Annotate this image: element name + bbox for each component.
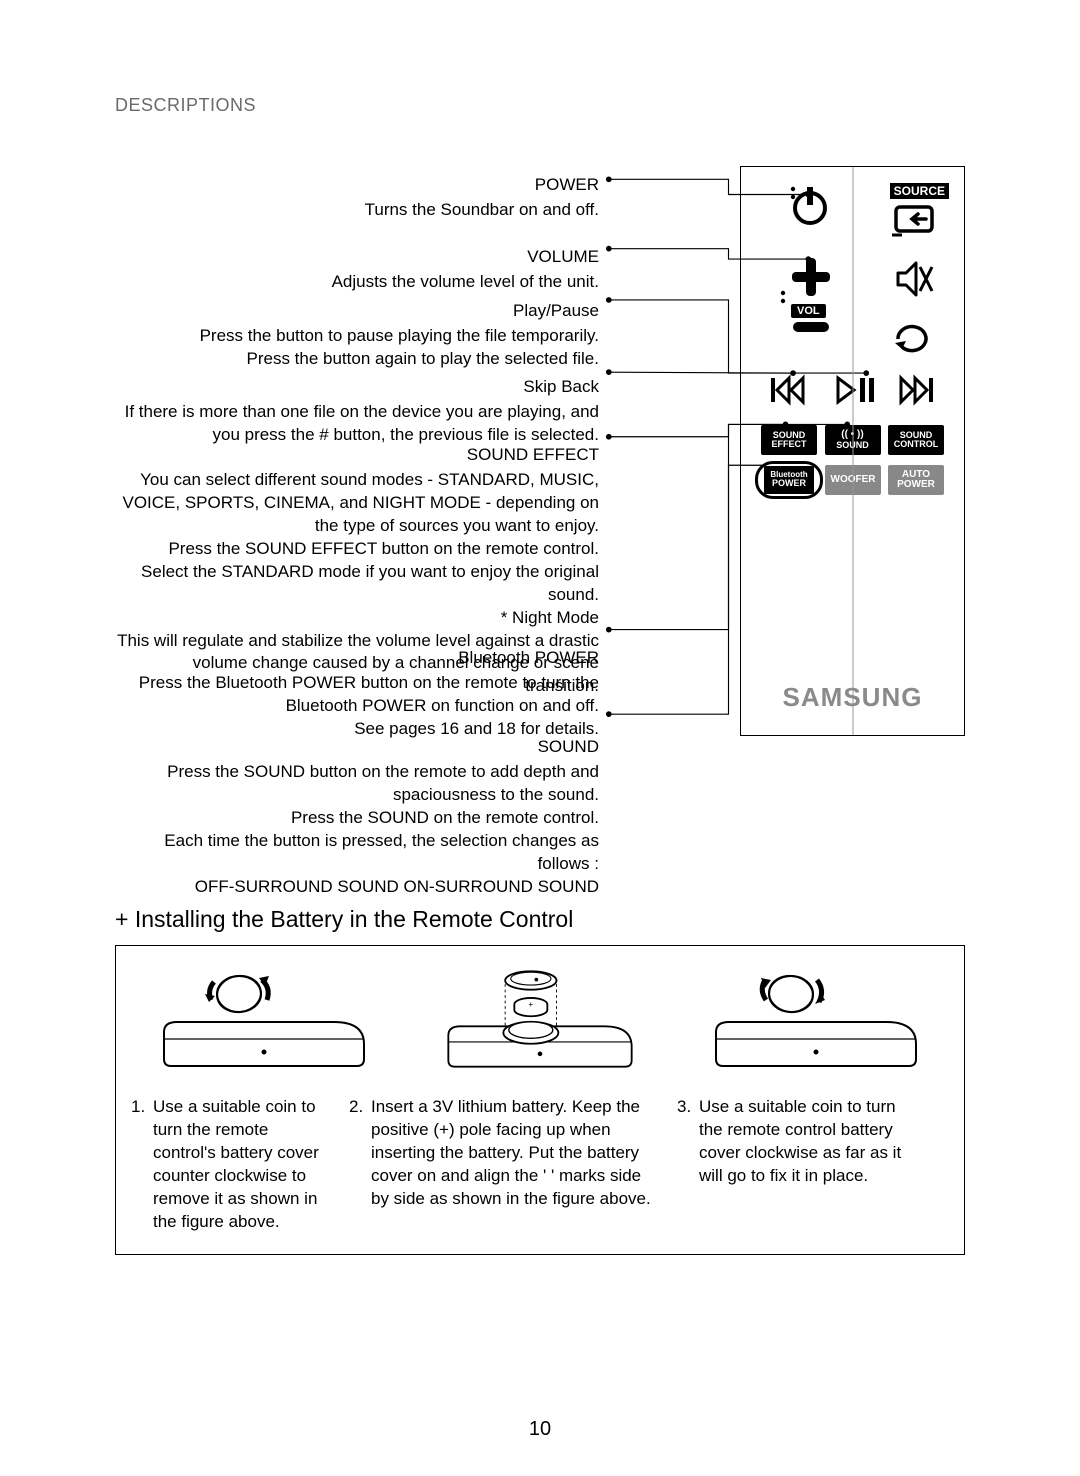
- install-caption-1: 1.Use a suitable coin to turn the remote…: [131, 1096, 331, 1234]
- install-captions-row: 1.Use a suitable coin to turn the remote…: [131, 1096, 949, 1234]
- install-images-row: +: [131, 964, 949, 1074]
- volume-plus-icon: [786, 252, 836, 302]
- svg-text:+: +: [528, 1000, 533, 1009]
- source-label: SOURCE: [890, 183, 949, 199]
- transport-icons: [741, 372, 964, 408]
- install-caption-3: 3.Use a suitable coin to turn the remote…: [677, 1096, 917, 1234]
- item-title: Skip Back: [115, 376, 599, 399]
- item-title: POWER: [365, 174, 599, 197]
- mute-icon: [892, 257, 936, 301]
- descriptions-area: POWER Turns the Soundbar on and off. VOL…: [115, 166, 965, 886]
- item-body: Press the SOUND button on the remote to …: [115, 761, 599, 899]
- item-title: SOUND EFFECT: [115, 444, 599, 467]
- bluetooth-power-btn: Bluetooth POWER: [764, 466, 814, 494]
- install-figure-1: [159, 964, 369, 1074]
- install-heading: + Installing the Battery in the Remote C…: [115, 906, 965, 933]
- item-body: Adjusts the volume level of the unit.: [332, 271, 599, 294]
- item-body: Press the Bluetooth POWER button on the …: [115, 672, 599, 741]
- section-label: DESCRIPTIONS: [115, 95, 965, 116]
- item-body: Turns the Soundbar on and off.: [365, 199, 599, 222]
- source-icon: [892, 203, 936, 239]
- item-body: If there is more than one file on the de…: [115, 401, 599, 447]
- auto-power-btn-wrap: AUTO POWER: [888, 465, 944, 495]
- sound-control-btn: SOUND CONTROL: [888, 425, 944, 455]
- install-figure-2: +: [435, 964, 645, 1074]
- woofer-btn-wrap: WOOFER: [825, 465, 881, 495]
- power-icon: [786, 182, 834, 230]
- item-title: Bluetooth POWER: [115, 647, 599, 670]
- item-title: VOLUME: [332, 246, 599, 269]
- item-playpause: Play/Pause Press the button to pause pla…: [200, 300, 599, 371]
- install-box: + 1.Use a suitable coin to turn the remo…: [115, 945, 965, 1255]
- item-btpower: Bluetooth POWER Press the Bluetooth POWE…: [115, 647, 599, 741]
- sound-effect-btn: SOUND EFFECT: [761, 425, 817, 455]
- item-body: Press the button to pause playing the fi…: [200, 325, 599, 371]
- repeat-icon: [892, 319, 932, 355]
- pill-row-1: SOUND EFFECT (( • )) SOUND SOUND CONTROL: [761, 425, 944, 455]
- install-figure-3: [711, 964, 921, 1074]
- bluetooth-power-highlight: Bluetooth POWER: [755, 461, 823, 499]
- surround-sound-btn: (( • )) SOUND: [825, 425, 881, 455]
- item-title: Play/Pause: [200, 300, 599, 323]
- woofer-btn: WOOFER: [825, 465, 881, 495]
- item-title: SOUND: [115, 736, 599, 759]
- page-number: 10: [0, 1418, 1080, 1441]
- item-sound: SOUND Press the SOUND button on the remo…: [115, 736, 599, 899]
- item-skipback: Skip Back If there is more than one file…: [115, 376, 599, 447]
- samsung-logo: SAMSUNG: [741, 682, 964, 713]
- remote-diagram: SOURCE VOL: [740, 166, 965, 736]
- item-volume: VOLUME Adjusts the volume level of the u…: [332, 246, 599, 294]
- vol-label: VOL: [791, 304, 826, 318]
- install-caption-2: 2.Insert a 3V lithium battery. Keep the …: [349, 1096, 659, 1234]
- item-power: POWER Turns the Soundbar on and off.: [365, 174, 599, 222]
- volume-minus-icon: [793, 322, 829, 332]
- auto-power-btn: AUTO POWER: [888, 465, 944, 495]
